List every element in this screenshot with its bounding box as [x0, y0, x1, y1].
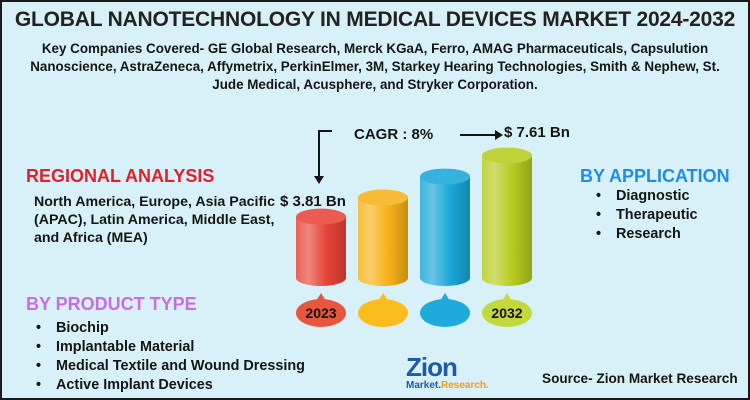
cagr-arrow-horizontal-left	[318, 130, 332, 132]
application-item: Diagnostic	[592, 187, 698, 206]
product-type-item: Active Implant Devices	[32, 376, 305, 395]
cagr-arrow-horizontal-right	[460, 134, 496, 136]
logo-main-text: Zion	[406, 352, 458, 382]
year-bubble	[358, 299, 408, 327]
product-type-item: Implantable Material	[32, 338, 305, 357]
page-title: GLOBAL NANOTECHNOLOGY IN MEDICAL DEVICES…	[14, 8, 736, 31]
bar-cylinder	[420, 176, 470, 286]
start-value-label: $ 3.81 Bn	[280, 193, 346, 210]
logo-sub-market: Market.	[406, 380, 442, 391]
zion-logo: Zion Market.Research.	[406, 354, 490, 396]
regional-analysis-title: REGIONAL ANALYSIS	[26, 166, 215, 186]
year-bubble-tip	[440, 293, 450, 301]
application-item: Research	[592, 225, 698, 244]
year-bubble	[420, 299, 470, 327]
end-value-label: $ 7.61 Bn	[504, 124, 570, 141]
year-bubble-tip	[316, 293, 326, 301]
cagr-label: CAGR : 8%	[354, 126, 434, 143]
key-companies-text: Key Companies Covered- GE Global Researc…	[30, 41, 720, 92]
logo-sub-text: Market.Research.	[406, 380, 490, 392]
bar-cylinder-top	[420, 168, 470, 185]
bar-cylinder	[296, 216, 346, 286]
year-label: 2032	[491, 305, 522, 321]
year-bubble-tip	[378, 293, 388, 301]
bar-cylinder-top	[296, 208, 346, 225]
product-type-item: Medical Textile and Wound Dressing	[32, 357, 305, 376]
year-bubble	[482, 299, 532, 327]
year-bubble-tip	[502, 293, 512, 301]
bar-cylinder	[358, 197, 408, 286]
product-type-title: BY PRODUCT TYPE	[26, 294, 197, 314]
product-type-item: Biochip	[32, 319, 305, 338]
logo-sub-research: Research.	[441, 380, 489, 391]
bar-cylinder-top	[358, 189, 408, 206]
bar-cylinder	[482, 155, 532, 286]
application-item: Therapeutic	[592, 206, 698, 225]
source-text: Source- Zion Market Research	[542, 371, 738, 386]
bar-cylinder-top	[482, 147, 532, 164]
arrow-right-head-icon	[495, 130, 503, 140]
year-label: 2023	[305, 305, 336, 321]
arrow-down-head-icon	[314, 176, 324, 184]
application-list: Diagnostic Therapeutic Research	[592, 187, 698, 244]
cagr-arrow-vertical	[318, 130, 320, 178]
product-type-list: Biochip Implantable Material Medical Tex…	[32, 319, 305, 395]
regional-analysis-text: North America, Europe, Asia Pacific (APA…	[34, 194, 275, 246]
application-title: BY APPLICATION	[580, 166, 730, 186]
year-bubble	[296, 299, 346, 327]
